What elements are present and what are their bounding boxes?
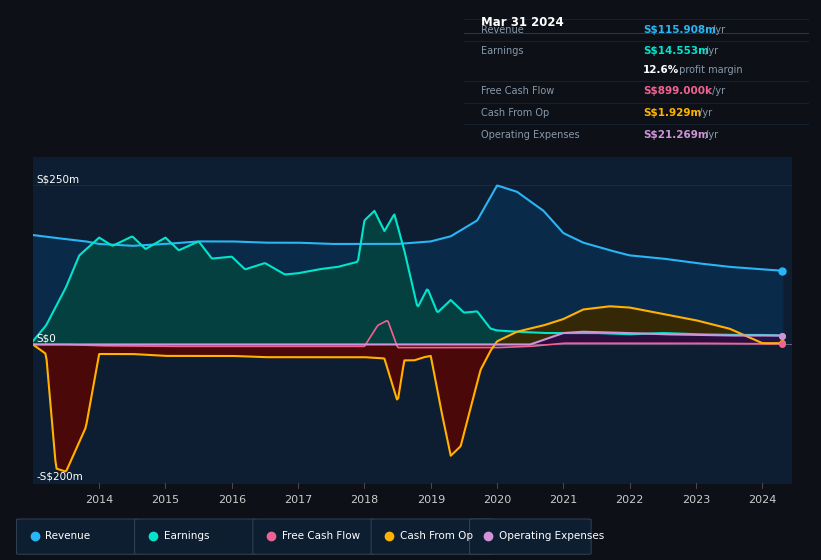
Text: 2022: 2022: [616, 496, 644, 505]
FancyBboxPatch shape: [16, 519, 138, 554]
Text: /yr: /yr: [702, 46, 718, 57]
Text: Earnings: Earnings: [163, 531, 209, 541]
Text: Cash From Op: Cash From Op: [400, 531, 473, 541]
Text: Earnings: Earnings: [481, 46, 524, 57]
Text: Free Cash Flow: Free Cash Flow: [481, 86, 554, 96]
Text: /yr: /yr: [702, 129, 718, 139]
Text: 2024: 2024: [748, 496, 777, 505]
Text: 2020: 2020: [483, 496, 511, 505]
Text: /yr: /yr: [709, 25, 725, 35]
Text: profit margin: profit margin: [676, 65, 742, 75]
Text: S$21.269m: S$21.269m: [643, 129, 709, 139]
Text: 2019: 2019: [417, 496, 445, 505]
Text: Operating Expenses: Operating Expenses: [498, 531, 603, 541]
Text: Free Cash Flow: Free Cash Flow: [282, 531, 360, 541]
FancyBboxPatch shape: [470, 519, 591, 554]
Text: Revenue: Revenue: [45, 531, 90, 541]
Text: Operating Expenses: Operating Expenses: [481, 129, 580, 139]
FancyBboxPatch shape: [371, 519, 493, 554]
Text: -S$200m: -S$200m: [36, 472, 83, 482]
Text: 2016: 2016: [218, 496, 245, 505]
Text: 2018: 2018: [351, 496, 378, 505]
Text: 2023: 2023: [682, 496, 710, 505]
Text: 2017: 2017: [284, 496, 312, 505]
Text: 2021: 2021: [549, 496, 577, 505]
Text: S$14.553m: S$14.553m: [643, 46, 709, 57]
Text: S$115.908m: S$115.908m: [643, 25, 716, 35]
Text: /yr: /yr: [709, 86, 725, 96]
Text: Revenue: Revenue: [481, 25, 524, 35]
Text: /yr: /yr: [695, 108, 712, 118]
FancyBboxPatch shape: [253, 519, 374, 554]
Text: S$899.000k: S$899.000k: [643, 86, 712, 96]
Text: 2015: 2015: [151, 496, 180, 505]
Text: S$250m: S$250m: [36, 174, 80, 184]
Text: 2014: 2014: [85, 496, 113, 505]
Text: Cash From Op: Cash From Op: [481, 108, 549, 118]
Text: S$1.929m: S$1.929m: [643, 108, 702, 118]
FancyBboxPatch shape: [135, 519, 256, 554]
Text: 12.6%: 12.6%: [643, 65, 680, 75]
Text: Mar 31 2024: Mar 31 2024: [481, 16, 564, 29]
Text: S$0: S$0: [36, 333, 56, 343]
